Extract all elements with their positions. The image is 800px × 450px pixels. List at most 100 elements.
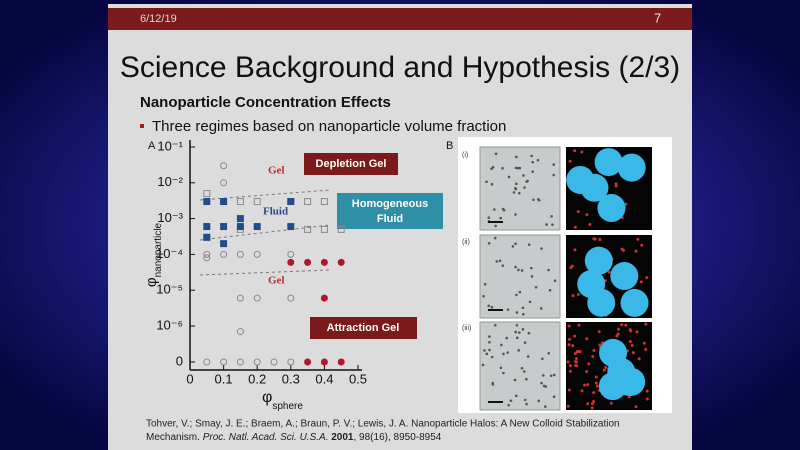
regime-box xyxy=(337,193,443,229)
nanoparticle xyxy=(635,330,639,334)
particle xyxy=(517,349,521,352)
particle xyxy=(487,216,491,219)
point xyxy=(236,358,244,366)
point xyxy=(320,358,328,366)
nanoparticle xyxy=(592,391,596,395)
plot-label: Gel xyxy=(268,165,285,177)
particle xyxy=(515,311,519,314)
particle xyxy=(482,294,485,298)
particle xyxy=(541,357,544,361)
particle xyxy=(515,293,518,297)
particle xyxy=(516,166,520,170)
plot-label: Gel xyxy=(268,275,285,287)
y-axis-label: φnanoparticle xyxy=(143,222,164,287)
nanoparticle xyxy=(574,357,578,361)
particle xyxy=(517,268,520,272)
y-tick-label: 10⁻³ xyxy=(157,210,183,225)
plot-label: Fluid xyxy=(263,206,288,218)
particle xyxy=(530,275,534,278)
header-bar xyxy=(108,8,692,30)
particle xyxy=(545,223,548,226)
nanoparticle xyxy=(631,351,635,355)
sphere xyxy=(584,246,613,275)
nanoparticle xyxy=(590,406,594,410)
point xyxy=(220,198,228,206)
nanoparticle xyxy=(627,395,631,399)
particle xyxy=(506,308,510,311)
particle xyxy=(491,381,495,385)
point xyxy=(236,250,244,258)
point xyxy=(220,250,228,258)
particle xyxy=(488,340,491,344)
particle xyxy=(490,355,494,359)
slide-title: Science Background and Hypothesis (2/3) xyxy=(120,51,680,84)
point xyxy=(236,215,244,223)
y-tick-label: 10⁻² xyxy=(157,174,183,189)
particle xyxy=(547,268,550,272)
nanoparticle xyxy=(639,280,643,284)
nanoparticle xyxy=(591,354,595,358)
point xyxy=(287,294,295,302)
particle xyxy=(529,266,533,270)
nanoparticle xyxy=(585,337,589,341)
bullet-text: Three regimes based on nanoparticle volu… xyxy=(152,118,506,135)
particle xyxy=(485,352,489,356)
regime-label: Homogeneous xyxy=(352,198,428,210)
regime-box xyxy=(304,153,398,175)
particle xyxy=(488,348,491,352)
particle xyxy=(544,385,548,388)
micrograph xyxy=(479,321,561,411)
nanoparticle xyxy=(573,225,577,229)
particle xyxy=(514,213,517,216)
particle xyxy=(539,307,543,310)
nanoparticle xyxy=(567,324,571,328)
particle xyxy=(550,214,553,218)
nanoparticle xyxy=(585,370,589,374)
nanoparticle xyxy=(644,348,648,352)
nanoparticle xyxy=(634,405,638,409)
point xyxy=(320,294,328,302)
sphere xyxy=(587,288,616,317)
sphere xyxy=(610,262,639,291)
nanoparticle xyxy=(640,243,644,247)
point xyxy=(203,254,211,262)
nanoparticle xyxy=(587,362,591,366)
particle xyxy=(514,330,517,334)
particle xyxy=(518,290,522,294)
particle xyxy=(552,395,556,398)
particle xyxy=(525,377,528,381)
x-tick-label: 0 xyxy=(186,371,193,386)
particle xyxy=(552,163,556,166)
particle xyxy=(512,191,516,194)
nanoparticle xyxy=(580,150,584,154)
nanoparticle xyxy=(598,343,602,347)
point xyxy=(203,190,211,198)
particle xyxy=(495,260,499,263)
particle xyxy=(531,160,535,164)
particle xyxy=(526,355,530,358)
point xyxy=(304,198,312,206)
particle xyxy=(537,198,540,201)
panel-label: B xyxy=(446,140,453,152)
nanoparticle xyxy=(624,202,628,206)
particle xyxy=(513,378,517,382)
nanoparticle xyxy=(574,360,578,364)
nanoparticle xyxy=(630,343,634,347)
particle xyxy=(487,304,491,308)
point xyxy=(253,223,261,231)
x-tick-label: 0.1 xyxy=(215,371,233,386)
nanoparticle xyxy=(634,249,638,253)
sphere xyxy=(607,358,636,387)
particle xyxy=(515,336,519,340)
point xyxy=(220,162,228,170)
particle xyxy=(485,180,488,184)
particle xyxy=(515,324,519,327)
sphere xyxy=(620,288,649,317)
micrograph-label: (i) xyxy=(462,152,468,159)
sphere xyxy=(597,194,626,223)
point xyxy=(220,240,228,248)
point xyxy=(236,328,244,336)
nanoparticle xyxy=(580,389,584,393)
particle xyxy=(525,402,528,406)
sphere xyxy=(617,153,646,182)
